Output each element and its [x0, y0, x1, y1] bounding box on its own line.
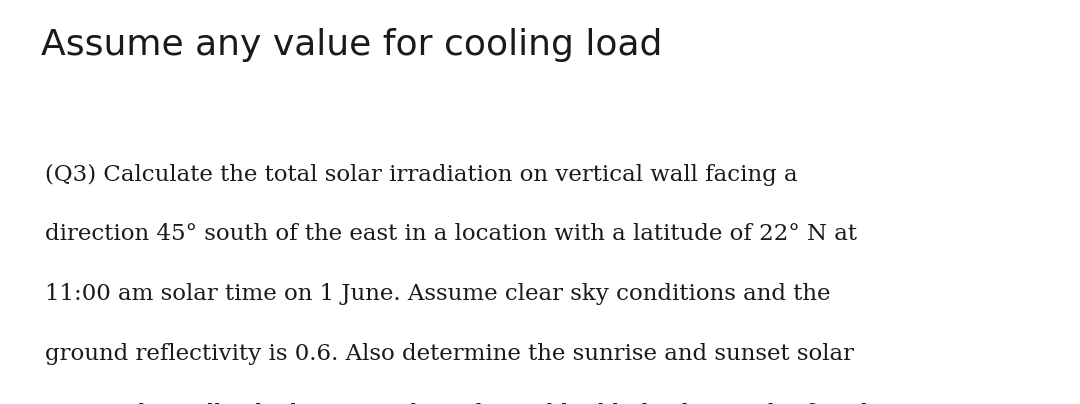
Text: times. Show all calculations and results and highlight the result of each: times. Show all calculations and results… [45, 403, 876, 404]
Text: ground reflectivity is 0.6. Also determine the sunrise and sunset solar: ground reflectivity is 0.6. Also determi… [45, 343, 854, 365]
Text: direction 45° south of the east in a location with a latitude of 22° N at: direction 45° south of the east in a loc… [45, 223, 858, 245]
Text: 11:00 am solar time on 1 June. Assume clear sky conditions and the: 11:00 am solar time on 1 June. Assume cl… [45, 283, 831, 305]
Text: Assume any value for cooling load: Assume any value for cooling load [41, 28, 662, 62]
Text: (Q3) Calculate the total solar irradiation on vertical wall facing a: (Q3) Calculate the total solar irradiati… [45, 164, 798, 186]
